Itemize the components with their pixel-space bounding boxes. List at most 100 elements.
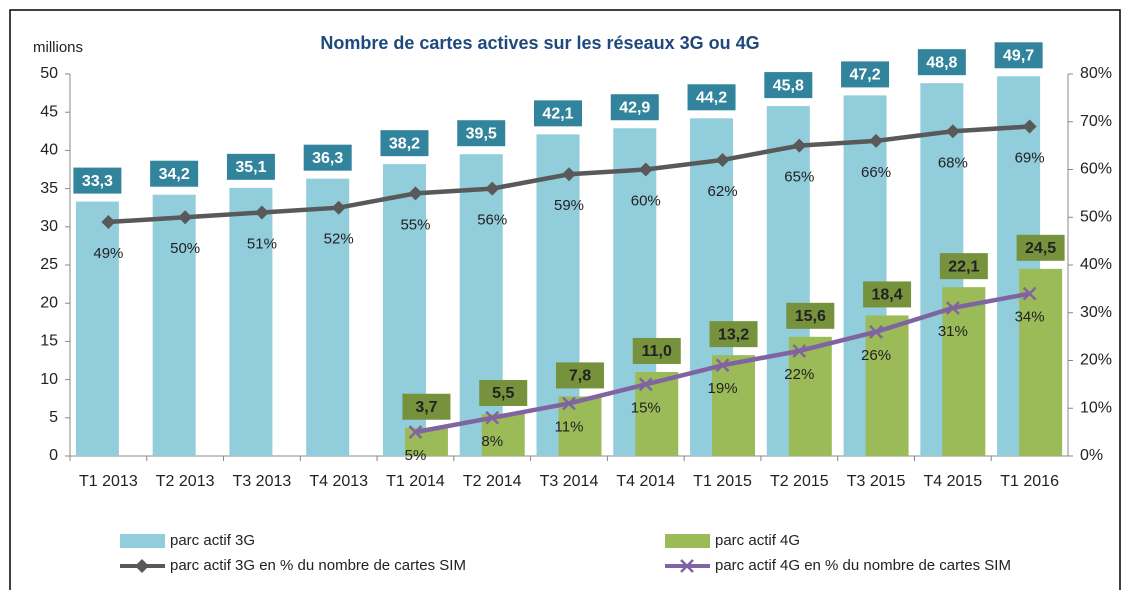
data-label: 34,2	[159, 166, 190, 183]
x-tick-label: T3 2013	[233, 473, 292, 490]
label-box	[841, 61, 890, 88]
legend-label: parc actif 3G	[170, 532, 255, 549]
label-box	[786, 302, 835, 329]
x-tick-label: T1 2015	[693, 473, 752, 490]
line-marker	[562, 396, 576, 411]
line-marker	[638, 162, 653, 177]
y2-tick-label: 40%	[1080, 256, 1112, 273]
data-label: 15,6	[795, 308, 826, 325]
legend-label: parc actif 4G	[715, 532, 800, 549]
bar	[712, 355, 756, 456]
label-box	[226, 153, 275, 180]
line-marker	[135, 559, 149, 573]
data-label: 22,1	[948, 258, 979, 275]
line-marker	[638, 377, 653, 392]
data-label: 66%	[861, 164, 891, 181]
data-label: 55%	[400, 216, 430, 233]
data-label: 42,1	[542, 106, 573, 123]
y-tick-label: 40	[40, 142, 58, 159]
x-tick-label: T4 2015	[923, 473, 982, 490]
line-marker	[680, 559, 694, 573]
data-label: 49%	[93, 245, 123, 262]
data-label: 31%	[938, 323, 968, 340]
data-label: 39,5	[466, 125, 497, 142]
data-label: 26%	[861, 347, 891, 364]
data-label: 68%	[938, 154, 968, 171]
data-label: 11,0	[642, 343, 672, 360]
legend-label: parc actif 3G en % du nombre de cartes S…	[170, 557, 466, 574]
line-marker	[945, 301, 960, 315]
bar	[152, 194, 196, 456]
label-box	[402, 393, 451, 420]
bar	[942, 287, 986, 456]
data-label: 34%	[1015, 309, 1045, 326]
y-tick-label: 20	[40, 294, 58, 311]
data-label: 36,3	[312, 150, 343, 167]
data-label: 24,5	[1025, 240, 1056, 257]
data-label: 60%	[631, 192, 661, 209]
legend-label: parc actif 4G en % du nombre de cartes S…	[715, 557, 1011, 574]
line-marker	[178, 210, 193, 225]
line-marker	[408, 425, 423, 440]
data-label: 45,8	[773, 77, 804, 94]
y-tick-label: 35	[40, 180, 58, 197]
data-label: 44,2	[696, 90, 727, 107]
label-box	[939, 253, 988, 280]
chart-title: Nombre de cartes actives sur les réseaux…	[320, 33, 759, 53]
data-label: 65%	[784, 169, 814, 186]
data-label: 18,4	[872, 287, 903, 304]
x-tick-label: T4 2013	[309, 473, 368, 490]
data-label: 22%	[784, 366, 814, 383]
label-box	[687, 84, 736, 111]
x-tick-label: T2 2015	[770, 473, 829, 490]
y2-tick-label: 0%	[1080, 447, 1103, 464]
line-marker	[869, 133, 884, 148]
label-box	[863, 281, 912, 308]
y2-tick-label: 20%	[1080, 352, 1112, 369]
bar	[306, 178, 350, 456]
data-label: 33,3	[82, 173, 113, 190]
data-label: 56%	[477, 212, 507, 229]
label-box	[303, 144, 352, 171]
data-label: 7,8	[569, 368, 591, 385]
line-marker	[331, 200, 346, 215]
label-box	[764, 72, 813, 99]
data-label: 59%	[554, 197, 584, 214]
line-marker	[715, 152, 730, 167]
data-label: 38,2	[389, 135, 420, 152]
x-tick-label: T1 2013	[79, 473, 138, 490]
bar	[1019, 268, 1063, 456]
label-box	[479, 379, 528, 406]
x-tick-label: T4 2014	[616, 473, 675, 490]
data-label: 5%	[405, 447, 427, 464]
label-box	[610, 94, 659, 121]
label-box	[534, 100, 582, 127]
y-tick-label: 45	[40, 103, 58, 120]
y2-tick-label: 60%	[1080, 161, 1112, 178]
label-box	[73, 167, 122, 194]
data-label: 62%	[708, 183, 738, 200]
data-label: 3,7	[415, 399, 437, 416]
label-box	[709, 321, 758, 348]
data-label: 42,9	[619, 99, 650, 116]
y-tick-label: 10	[40, 371, 58, 388]
frame	[9, 9, 1121, 590]
line-marker	[485, 410, 500, 425]
y-tick-label: 30	[40, 218, 58, 235]
data-label: 5,5	[492, 385, 514, 402]
bar	[404, 427, 448, 456]
line-marker	[869, 324, 883, 339]
y-tick-label: 50	[40, 65, 58, 82]
y2-tick-label: 50%	[1080, 208, 1112, 225]
data-label: 13,2	[718, 326, 749, 343]
data-label: 35,1	[235, 159, 266, 176]
x-tick-label: T1 2016	[1000, 473, 1059, 490]
line-marker	[485, 181, 500, 196]
data-label: 52%	[324, 231, 354, 248]
y2-tick-label: 10%	[1080, 399, 1112, 416]
line-marker	[945, 124, 960, 139]
x-tick-label: T2 2014	[463, 473, 522, 490]
x-tick-label: T3 2015	[847, 473, 906, 490]
data-label: 50%	[170, 240, 200, 257]
x-tick-label: T3 2014	[540, 473, 599, 490]
